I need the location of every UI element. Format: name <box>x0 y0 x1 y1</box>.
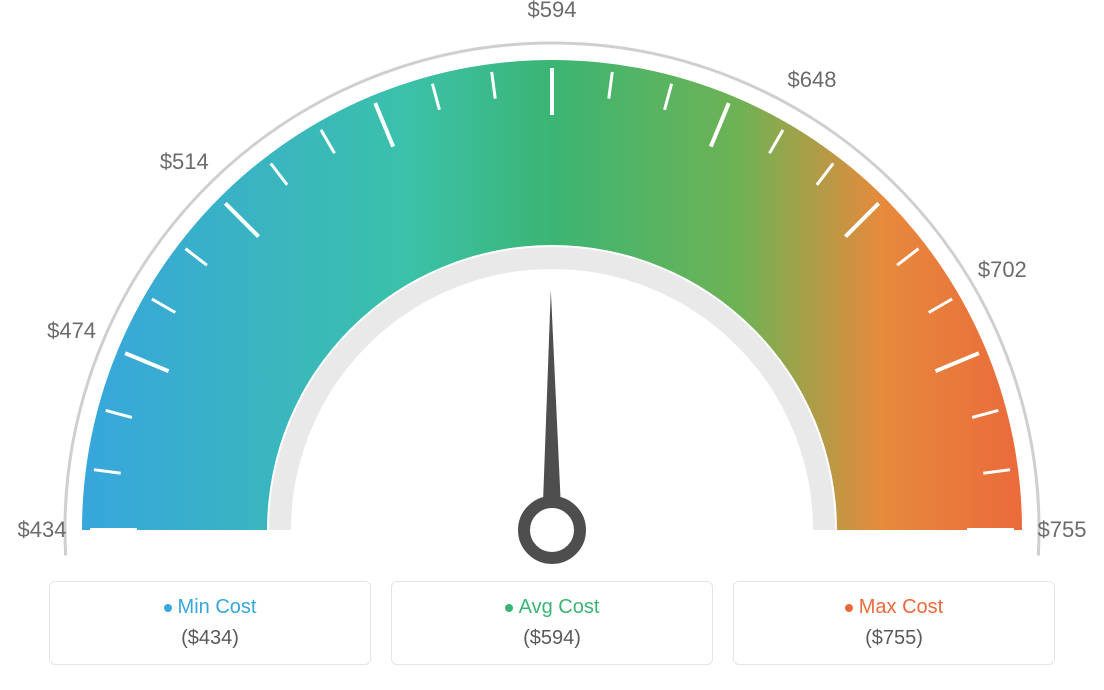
gauge-tick-label: $594 <box>528 0 577 23</box>
gauge-tick-label: $648 <box>788 67 837 93</box>
legend-avg-title: Avg Cost <box>392 596 712 619</box>
legend-max-value: ($755) <box>734 627 1054 650</box>
legend-min-value: ($434) <box>50 627 370 650</box>
legend-avg-card: Avg Cost ($594) <box>391 581 713 665</box>
gauge-tick-label: $434 <box>18 517 67 543</box>
dot-icon <box>505 604 513 612</box>
dot-icon <box>845 604 853 612</box>
gauge-tick-label: $514 <box>160 149 209 175</box>
legend-min-card: Min Cost ($434) <box>49 581 371 665</box>
dot-icon <box>164 604 172 612</box>
gauge-chart: $434 $474 $514 $594 $648 $702 $755 <box>0 0 1104 560</box>
gauge-tick-label: $474 <box>47 318 96 344</box>
gauge-tick-label: $702 <box>978 257 1027 283</box>
cost-gauge-container: $434 $474 $514 $594 $648 $702 $755 Min Cost ($… <box>0 0 1104 690</box>
legend-row: Min Cost ($434) Avg Cost ($594) Max Cost… <box>0 581 1104 665</box>
legend-avg-label: Avg Cost <box>519 596 600 618</box>
gauge-tick-label: $755 <box>1038 517 1087 543</box>
legend-max-label: Max Cost <box>859 596 943 618</box>
legend-avg-value: ($594) <box>392 627 712 650</box>
legend-max-card: Max Cost ($755) <box>733 581 1055 665</box>
legend-min-label: Min Cost <box>178 596 257 618</box>
legend-max-title: Max Cost <box>734 596 1054 619</box>
legend-min-title: Min Cost <box>50 596 370 619</box>
